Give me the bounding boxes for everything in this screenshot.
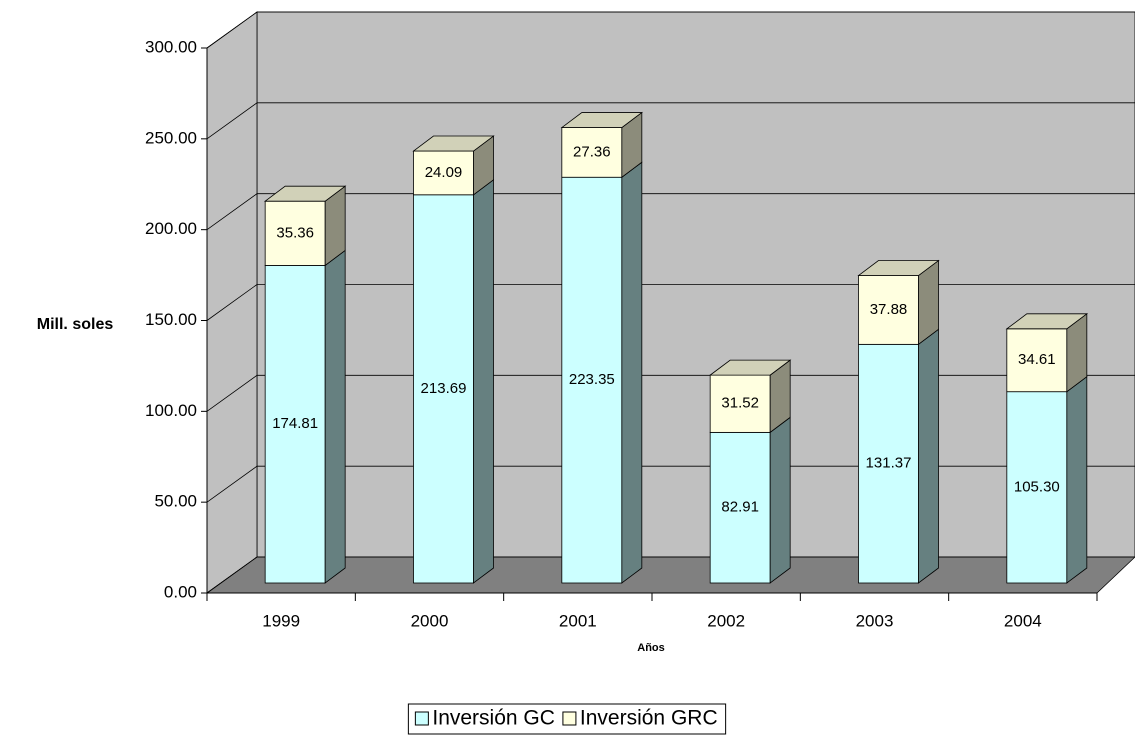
data-label: 223.35 [569, 371, 615, 388]
bar [413, 194, 474, 584]
data-label: 24.09 [425, 164, 463, 181]
grid-line [206, 556, 1135, 594]
data-label: 131.37 [866, 455, 912, 472]
bar-top [263, 185, 347, 202]
bar-top [857, 260, 940, 276]
bar [1006, 328, 1068, 393]
data-label: 35.36 [276, 224, 314, 241]
bar [709, 431, 771, 584]
bar [264, 265, 326, 584]
bar [264, 200, 326, 266]
bar-top [708, 359, 792, 376]
bar [709, 374, 771, 433]
grid-line [206, 465, 1135, 503]
bar [561, 176, 623, 584]
y-tick-label: 100.00 [145, 401, 197, 420]
y-tick-label: 250.00 [145, 128, 197, 147]
bar-side [918, 328, 939, 584]
y-tick-label: 0.00 [164, 582, 197, 601]
data-label: 82.91 [721, 499, 759, 516]
x-axis-title: Años [637, 642, 665, 654]
y-tick-label: 300.00 [145, 37, 197, 56]
grid-line [206, 102, 1135, 140]
legend-label: Inversión GC [432, 707, 555, 730]
bar [1006, 391, 1068, 584]
legend-swatch [414, 711, 429, 726]
bar-side [1066, 375, 1088, 584]
data-label: 34.61 [1018, 351, 1056, 368]
y-tick-label: 200.00 [145, 219, 197, 238]
data-label: 174.81 [272, 415, 318, 432]
x-tick-label: 1999 [262, 611, 300, 630]
grid-line [206, 193, 1135, 230]
data-label: 31.52 [721, 395, 759, 412]
bar-side [621, 161, 643, 584]
x-tick-label: 2001 [559, 611, 597, 630]
bar-side [473, 178, 494, 584]
data-label: 27.36 [573, 143, 611, 160]
data-label: 37.88 [870, 301, 908, 318]
x-tick-label: 2003 [856, 611, 894, 630]
bar-side [769, 416, 791, 584]
data-label: 105.30 [1014, 478, 1060, 495]
legend-label: Inversión GRC [580, 707, 718, 730]
data-label: 213.69 [421, 380, 467, 397]
y-axis-title: Mill. soles [37, 316, 114, 333]
legend-swatch [562, 711, 577, 726]
bar-top [412, 135, 495, 152]
bar-top [560, 112, 644, 128]
floor [205, 556, 1135, 594]
x-tick-label: 2002 [707, 611, 745, 630]
bar [413, 150, 474, 196]
grid-line [206, 374, 1135, 412]
x-tick-label: 2004 [1004, 611, 1042, 630]
bar-side [324, 249, 346, 584]
grid-line [206, 284, 1135, 321]
y-tick-label: 50.00 [154, 492, 197, 511]
grid-line [206, 11, 1135, 49]
bar-top [1005, 313, 1089, 330]
x-tick-label: 2000 [411, 611, 449, 630]
y-tick-label: 150.00 [145, 310, 197, 329]
